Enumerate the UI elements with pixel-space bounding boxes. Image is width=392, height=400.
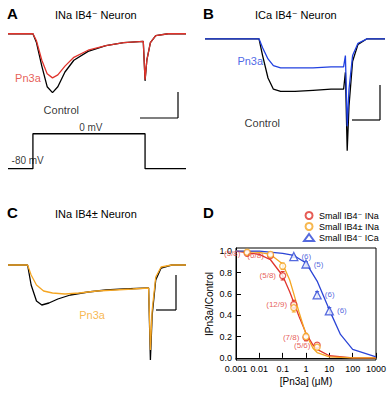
svg-text:0.001: 0.001 [225,364,248,374]
svg-text:B: B [203,5,214,22]
svg-text:(5/8): (5/8) [224,249,241,258]
svg-text:Pn3a: Pn3a [237,55,264,67]
svg-text:0.6: 0.6 [219,289,232,299]
svg-text:(5/8): (5/8) [260,271,277,280]
svg-text:C: C [7,204,18,221]
svg-text:(6/8): (6/8) [247,251,264,260]
svg-text:0.0: 0.0 [219,353,232,363]
svg-text:(6): (6) [325,290,335,299]
svg-text:0.8: 0.8 [219,268,232,278]
svg-text:1000: 1000 [366,364,386,374]
svg-text:Small IB4± INa: Small IB4± INa [319,222,379,232]
svg-text:0 mV: 0 mV [79,122,103,133]
svg-text:(5/6): (5/6) [294,341,311,350]
svg-text:ICa IB4⁻ Neuron: ICa IB4⁻ Neuron [255,9,337,21]
svg-text:(5): (5) [314,260,324,269]
svg-text:-80 mV: -80 mV [12,155,45,166]
svg-text:Pn3a: Pn3a [79,309,106,321]
svg-text:INa IB4± Neuron: INa IB4± Neuron [55,208,137,220]
svg-text:1: 1 [303,364,308,374]
svg-text:0.1: 0.1 [276,364,289,374]
svg-text:Pn3a: Pn3a [15,72,42,84]
svg-text:Small IB4⁻ ICa: Small IB4⁻ ICa [319,233,379,243]
svg-text:(6): (6) [301,252,311,261]
svg-text:0.2: 0.2 [219,332,232,342]
svg-text:0.01: 0.01 [251,364,269,374]
svg-text:INa IB4⁻ Neuron: INa IB4⁻ Neuron [55,9,137,21]
svg-text:0.4: 0.4 [219,310,232,320]
svg-text:Control: Control [44,104,79,116]
svg-text:Small IB4⁻ INa: Small IB4⁻ INa [319,211,379,221]
svg-text:(6): (6) [337,306,347,315]
svg-text:10: 10 [324,364,334,374]
svg-text:Control: Control [245,117,280,129]
svg-text:(7/8): (7/8) [282,333,300,343]
svg-text:D: D [203,204,214,221]
svg-text:A: A [7,5,18,22]
svg-text:IPn3a/IControl: IPn3a/IControl [204,272,215,336]
svg-text:100: 100 [345,364,360,374]
svg-text:(12/9): (12/9) [266,300,287,309]
svg-text:[Pn3a] (μM): [Pn3a] (μM) [280,376,332,387]
